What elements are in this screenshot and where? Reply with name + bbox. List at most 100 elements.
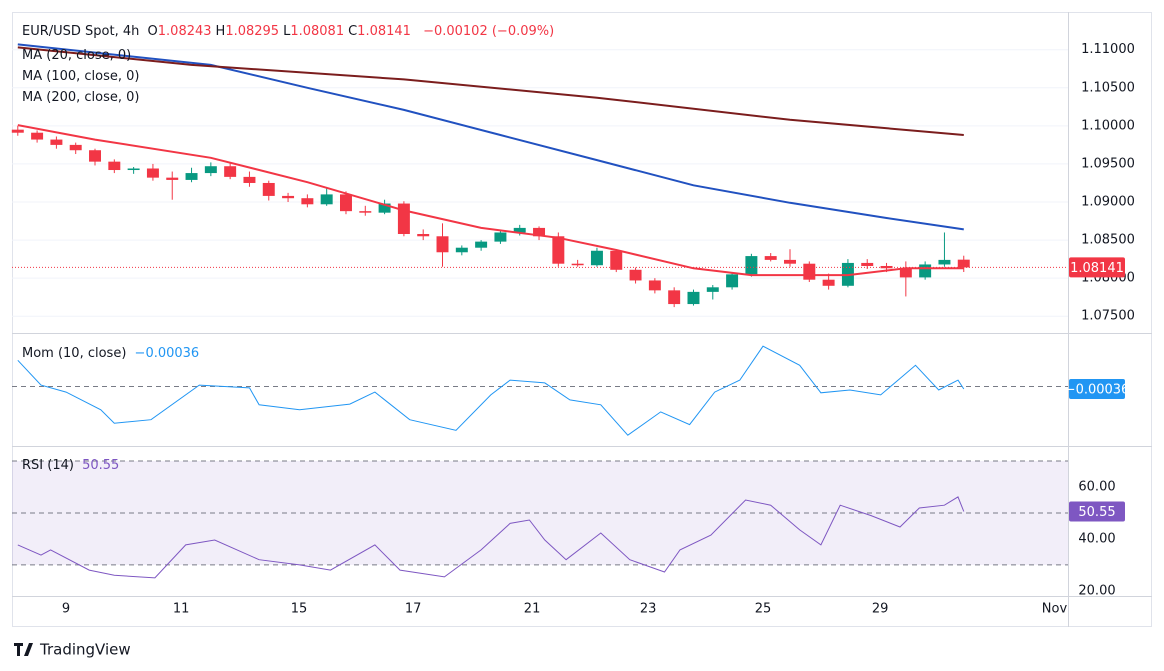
candle-body — [494, 232, 507, 242]
candle-body — [861, 262, 874, 266]
ohlc-value: 1.08243 — [157, 24, 212, 39]
candle-body — [50, 139, 63, 145]
line-series — [17, 124, 964, 277]
candle-body — [938, 259, 951, 265]
candle-body — [320, 194, 333, 205]
x-tick-label: 21 — [524, 602, 541, 617]
candle-body — [726, 274, 739, 288]
candle-body — [436, 236, 449, 253]
price-tag — [1069, 501, 1125, 522]
ohlc-key: C — [348, 24, 358, 39]
candle-body — [166, 177, 179, 180]
candle-body — [610, 250, 623, 270]
candle-body — [11, 129, 24, 133]
price-tag-label: 50.55 — [1078, 505, 1115, 520]
candle-body — [31, 132, 44, 140]
candle-body — [359, 211, 372, 213]
candle-body — [706, 287, 719, 292]
candle-body — [475, 241, 488, 248]
candle-body — [127, 168, 140, 171]
candle-body — [282, 195, 295, 199]
frame — [12, 12, 1152, 627]
change: −0.00102 (−0.09%) — [423, 24, 555, 39]
candle-body — [668, 290, 681, 305]
candle-body — [919, 264, 932, 278]
candle-body — [764, 256, 777, 260]
candle-body — [552, 236, 565, 264]
candle-body — [899, 268, 912, 278]
price-tag — [1069, 257, 1125, 278]
line-series — [17, 46, 964, 136]
mom-legend: Mom (10, close) −0.00036 — [22, 346, 203, 361]
y-tick-label: 20.00 — [1078, 583, 1115, 598]
y-tick-label: 1.09000 — [1081, 195, 1135, 210]
y-tick-label: 60.00 — [1078, 479, 1115, 494]
x-tick-label: 15 — [291, 602, 308, 617]
candle-body — [513, 227, 526, 233]
candle-body — [590, 250, 603, 266]
ohlc-key: O — [147, 24, 158, 39]
y-tick-label: 40.00 — [1078, 531, 1115, 546]
candle-body — [803, 263, 816, 280]
candle-body — [224, 166, 237, 177]
x-tick-label: 11 — [173, 602, 190, 617]
candle-body — [571, 263, 584, 266]
candle-body — [378, 203, 391, 213]
ma-legend-entry: MA (100, close, 0) — [22, 69, 140, 84]
candle-body — [185, 173, 198, 180]
candle-body — [89, 150, 101, 162]
symbol-legend: EUR/USD Spot, 4h O1.08243 H1.08295 L1.0808… — [22, 24, 558, 39]
candle-body — [108, 161, 121, 171]
candle-body — [397, 203, 410, 234]
brand-name: TradingView — [39, 641, 131, 659]
y-tick-label: 1.07500 — [1081, 309, 1135, 324]
x-tick-label: 9 — [62, 602, 70, 617]
candle-body — [262, 182, 275, 196]
ohlc-key: L — [283, 24, 291, 39]
line-series — [17, 496, 965, 579]
price-tag-label: 1.08141 — [1070, 261, 1124, 276]
y-tick-label: 1.09500 — [1081, 156, 1135, 171]
y-tick-label: 1.10500 — [1081, 80, 1135, 95]
rsi-band — [12, 460, 1068, 565]
candle-body — [204, 166, 217, 174]
ohlc-key: H — [215, 24, 226, 39]
ohlc-value: 1.08295 — [225, 24, 280, 39]
brand: TradingView — [14, 641, 131, 659]
x-tick-label: 29 — [872, 602, 889, 617]
candle-body — [648, 280, 661, 291]
x-tick-label: Nov — [1042, 602, 1068, 617]
candle-body — [629, 269, 642, 281]
candle-body — [243, 176, 256, 183]
x-tick-label: 25 — [755, 602, 772, 617]
logo — [14, 643, 33, 656]
ohlc-value: 1.08141 — [357, 24, 411, 39]
y-tick-label: 1.10000 — [1081, 118, 1135, 133]
ma-legend-entry: MA (20, close, 0) — [22, 48, 132, 63]
symbol-title: EUR/USD Spot, 4h — [22, 24, 140, 39]
ma-legend: MA (20, close, 0) MA (100, close, 0) MA (2… — [22, 45, 139, 108]
indicator-title: Mom (10, close) — [22, 346, 127, 361]
candle-body — [687, 291, 700, 305]
candle-body — [339, 194, 352, 212]
candle-body — [301, 198, 314, 205]
ohlc: O1.08243 H1.08295 L1.08081 C1.08141 — [148, 24, 415, 39]
line-series — [17, 345, 965, 436]
candle-body — [417, 233, 430, 237]
candle-body — [455, 247, 468, 253]
candle-body — [957, 259, 970, 268]
y-tick-label: 1.11000 — [1081, 42, 1135, 57]
x-tick-label: 17 — [405, 602, 422, 617]
candle-body — [822, 279, 835, 286]
indicator-title: RSI (14) — [22, 458, 74, 473]
ma-legend-entry: MA (200, close, 0) — [22, 90, 140, 105]
price-tag — [1069, 379, 1125, 400]
candle-body — [880, 265, 893, 269]
indicator-value: −0.00036 — [134, 346, 200, 361]
indicator-value: 50.55 — [82, 458, 120, 473]
candle-body — [146, 168, 159, 178]
price-tag-label: −0.00036 — [1065, 383, 1130, 398]
